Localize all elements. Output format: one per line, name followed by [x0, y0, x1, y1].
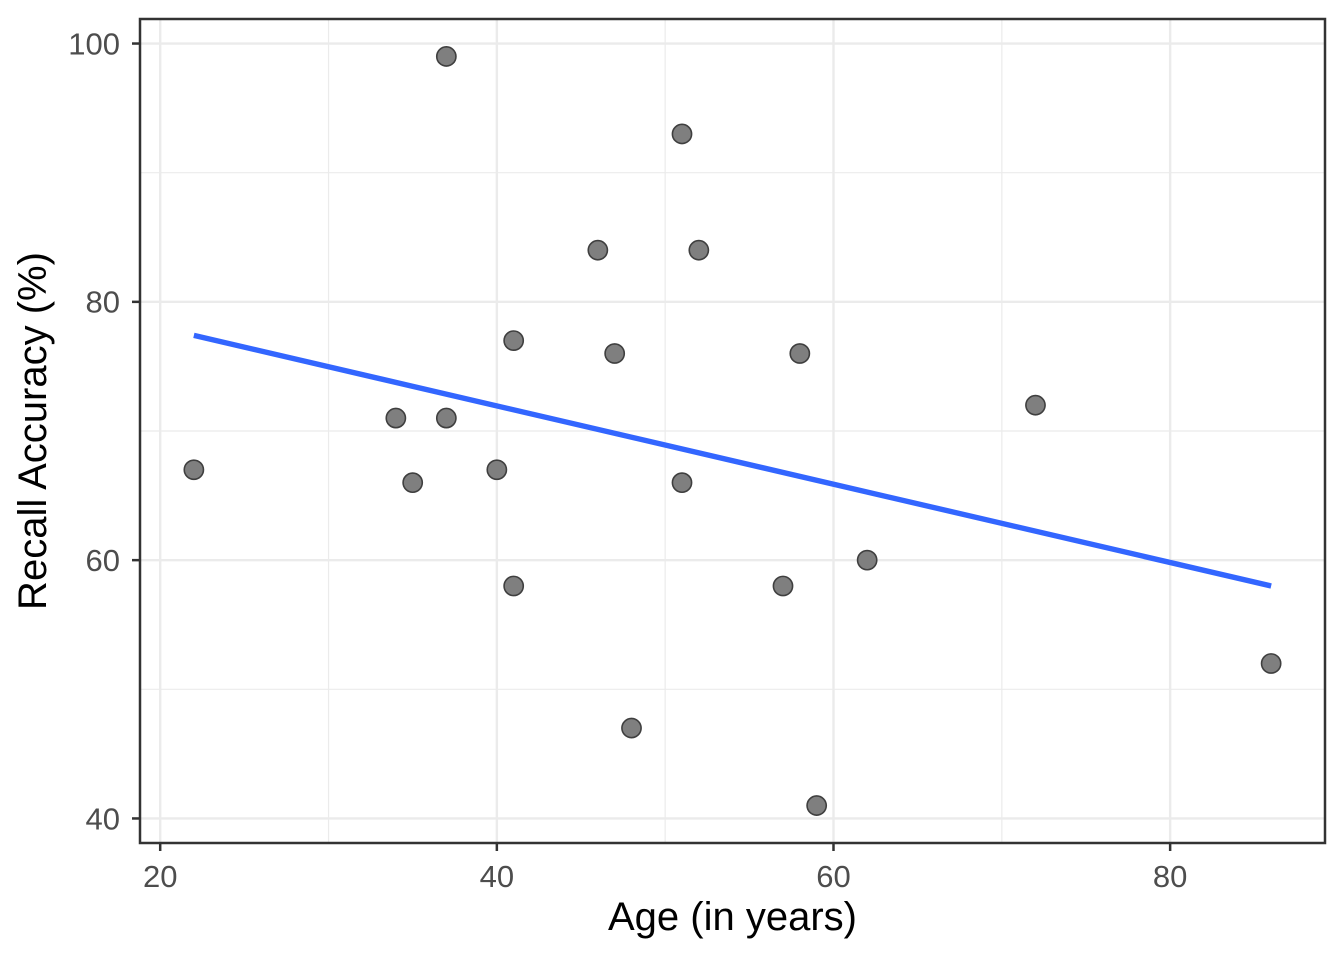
- data-point: [435, 407, 457, 429]
- y-tick-label: 100: [68, 26, 120, 61]
- gridlines-major: [140, 19, 1325, 843]
- data-point: [688, 239, 710, 261]
- data-point: [604, 343, 626, 364]
- y-tick-label: 80: [86, 285, 120, 320]
- data-point: [385, 407, 407, 429]
- data-point: [1025, 394, 1046, 416]
- data-point: [587, 239, 609, 261]
- data-point: [503, 575, 525, 597]
- data-point: [671, 123, 693, 145]
- y-tick-label: 40: [86, 801, 120, 836]
- y-tick-label: 60: [86, 543, 120, 578]
- data-point: [789, 343, 811, 364]
- data-point: [1260, 653, 1282, 674]
- data-point: [806, 795, 828, 816]
- regression-line: [193, 332, 1272, 589]
- x-tick-label: 60: [816, 859, 850, 894]
- data-points: [183, 46, 1282, 816]
- data-point: [435, 46, 457, 67]
- x-tick-label: 40: [480, 859, 514, 894]
- panel-border: [138, 17, 1327, 845]
- y-axis-title: Recall Accuracy (%): [11, 252, 55, 610]
- data-point: [402, 472, 424, 494]
- data-point: [772, 575, 794, 597]
- data-point: [671, 472, 693, 494]
- data-point: [486, 459, 508, 481]
- gridlines-minor: [140, 19, 1325, 843]
- data-point: [856, 549, 878, 571]
- x-axis-title: Age (in years): [608, 895, 857, 939]
- x-tick-label: 80: [1153, 859, 1187, 894]
- data-point: [621, 717, 642, 739]
- data-point: [183, 459, 205, 481]
- axis-ticks: 20 40 60 80 40 60 80 100: [68, 26, 1187, 894]
- x-tick-label: 20: [143, 859, 177, 894]
- data-point: [503, 330, 525, 351]
